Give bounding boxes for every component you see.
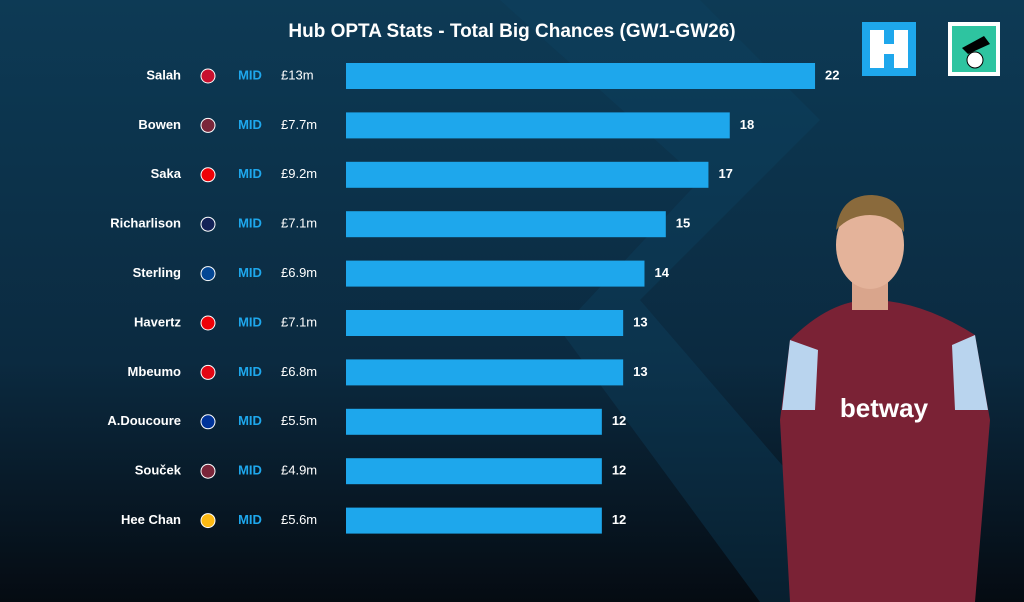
value-label: 12 — [612, 512, 626, 527]
price: £6.8m — [281, 364, 317, 379]
price: £4.9m — [281, 463, 317, 478]
player-name: Souček — [135, 463, 182, 478]
price: £13m — [281, 67, 314, 82]
bar — [346, 310, 624, 336]
value-label: 12 — [612, 463, 626, 478]
bar — [346, 359, 624, 386]
value-label: 22 — [825, 67, 839, 82]
player-name: Mbeumo — [128, 364, 182, 379]
bar — [346, 507, 602, 534]
value-label: 12 — [612, 413, 626, 428]
club-badge — [200, 513, 216, 529]
price: £5.5m — [281, 413, 317, 428]
club-badge — [200, 117, 216, 133]
value-label: 18 — [740, 117, 754, 132]
player-name: Richarlison — [110, 216, 181, 231]
position: MID — [238, 117, 262, 132]
position: MID — [238, 216, 262, 231]
price: £5.6m — [281, 512, 317, 527]
player-name: Bowen — [138, 117, 181, 132]
player-name: Hee Chan — [121, 512, 181, 527]
bar — [346, 63, 816, 89]
club-badge — [200, 315, 216, 331]
chart-title: Hub OPTA Stats - Total Big Chances (GW1-… — [288, 21, 735, 42]
position: MID — [238, 265, 262, 280]
value-label: 15 — [676, 216, 690, 231]
player-figure: betway — [780, 195, 990, 602]
club-badge — [200, 216, 216, 232]
price: £7.1m — [281, 314, 317, 329]
price: £7.7m — [281, 117, 317, 132]
club-badge — [200, 68, 216, 84]
bar — [346, 112, 730, 139]
partner-logo — [948, 22, 1000, 76]
bar — [346, 408, 602, 435]
price: £6.9m — [281, 265, 317, 280]
value-label: 13 — [633, 364, 647, 379]
bar — [346, 211, 666, 238]
club-badge — [200, 266, 216, 282]
position: MID — [238, 463, 262, 478]
value-label: 13 — [633, 314, 647, 329]
position: MID — [238, 314, 262, 329]
player-name: Salah — [146, 67, 181, 82]
position: MID — [238, 512, 262, 527]
position: MID — [238, 364, 262, 379]
player-name: A.Doucoure — [107, 413, 181, 428]
price: £7.1m — [281, 216, 317, 231]
club-badge — [200, 167, 216, 183]
bar — [346, 161, 709, 188]
value-label: 14 — [654, 265, 669, 280]
club-badge — [200, 364, 216, 380]
player-name: Saka — [151, 166, 182, 181]
position: MID — [238, 413, 262, 428]
bar — [346, 260, 645, 287]
player-name: Havertz — [134, 314, 181, 329]
bar — [346, 458, 602, 485]
position: MID — [238, 166, 262, 181]
value-label: 17 — [718, 166, 732, 181]
price: £9.2m — [281, 166, 317, 181]
club-badge — [200, 414, 216, 430]
sponsor-text: betway — [840, 393, 929, 423]
hub-logo — [862, 22, 916, 76]
position: MID — [238, 67, 262, 82]
club-badge — [200, 463, 216, 479]
player-name: Sterling — [133, 265, 181, 280]
